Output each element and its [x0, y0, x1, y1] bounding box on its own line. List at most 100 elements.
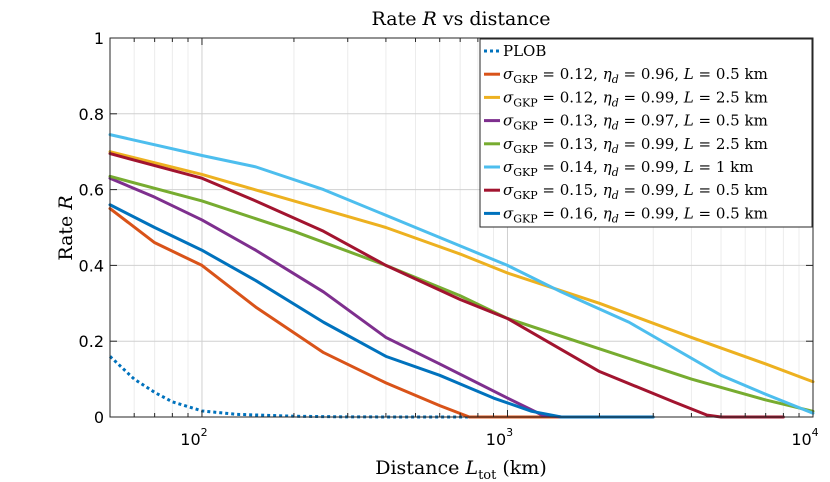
- series-line-5: [108, 133, 815, 415]
- legend-label-part: = 0.99,: [619, 181, 684, 199]
- legend-label-part: σ: [503, 135, 514, 153]
- xlabel-var: L: [464, 457, 478, 479]
- chart-title: Rate R vs distance: [372, 8, 551, 30]
- legend-label-part: = 0.99,: [619, 135, 684, 153]
- legend-label-part: L: [683, 88, 694, 106]
- legend-label-part: = 0.15,: [538, 181, 603, 199]
- legend-label-part: GKP: [513, 96, 538, 109]
- x-tick-labels: 102 103 104: [180, 426, 818, 449]
- legend-label-1: σGKP = 0.12, ηd = 0.96, L = 0.5 km: [503, 65, 768, 86]
- legend-label-part: η: [603, 65, 612, 83]
- legend-label-part: = 1 km: [694, 158, 754, 176]
- legend-label-part: η: [603, 88, 612, 106]
- x-tick-label: 102: [180, 426, 207, 449]
- x-axis-label: Distance Ltot (km): [375, 457, 547, 482]
- legend-label-part: σ: [503, 204, 514, 222]
- legend-label-part: L: [683, 135, 694, 153]
- legend-label-part: η: [603, 112, 612, 130]
- legend-label-part: d: [612, 120, 619, 133]
- y-tick-label: 0.2: [79, 332, 104, 351]
- x-tick-label: 103: [486, 426, 513, 449]
- y-tick-label: 0.8: [79, 105, 104, 124]
- legend-label-3: σGKP = 0.13, ηd = 0.97, L = 0.5 km: [503, 112, 768, 133]
- legend-label-part: GKP: [513, 120, 538, 133]
- series-line-6: [108, 152, 785, 419]
- legend-label-part: = 0.14,: [538, 158, 603, 176]
- legend-box: [479, 38, 813, 228]
- legend-label-part: d: [612, 189, 619, 202]
- legend-label-part: GKP: [513, 166, 538, 179]
- y-axis-label: Rate R: [55, 195, 77, 260]
- legend-label-part: d: [612, 73, 619, 86]
- legend-label-part: η: [603, 204, 612, 222]
- legend-label-part: = 0.13,: [538, 112, 603, 130]
- y-tick-label: 0.6: [79, 181, 104, 200]
- tick-marks: [110, 37, 814, 418]
- legend-label-part: = 0.96,: [619, 65, 684, 83]
- legend-label-2: σGKP = 0.12, ηd = 0.99, L = 2.5 km: [503, 88, 768, 109]
- legend-label-6: σGKP = 0.15, ηd = 0.99, L = 0.5 km: [503, 181, 768, 202]
- legend-label-part: = 0.12,: [538, 65, 603, 83]
- legend-label-0: PLOB: [503, 42, 546, 60]
- legend-label-part: σ: [503, 88, 514, 106]
- legend-label-part: = 0.13,: [538, 135, 603, 153]
- legend-label-part: d: [612, 143, 619, 156]
- ylabel-prefix: Rate: [55, 210, 77, 261]
- legend-label-part: L: [683, 112, 694, 130]
- legend-label-7: σGKP = 0.16, ηd = 0.99, L = 0.5 km: [503, 204, 768, 225]
- legend-label-part: η: [603, 135, 612, 153]
- legend-label-part: GKP: [513, 189, 538, 202]
- x-tick-exp: 4: [812, 426, 819, 439]
- x-tick-base: 10: [486, 430, 506, 449]
- legend-label-part: = 2.5 km: [694, 88, 768, 106]
- legend-label-part: d: [612, 166, 619, 179]
- legend-label-part: = 0.97,: [619, 112, 684, 130]
- series-line-0: [108, 355, 654, 419]
- legend-label-part: σ: [503, 158, 514, 176]
- series-layer: [108, 133, 815, 419]
- y-tick-label: 1: [94, 29, 104, 48]
- legend-label-part: = 0.5 km: [694, 112, 768, 130]
- x-tick-base: 10: [791, 430, 811, 449]
- legend-label-part: L: [683, 204, 694, 222]
- legend-label-part: σ: [503, 112, 514, 130]
- legend-label-part: GKP: [513, 73, 538, 86]
- legend-label-part: d: [612, 96, 619, 109]
- legend-label-part: = 0.5 km: [694, 65, 768, 83]
- legend-label-part: = 0.99,: [619, 204, 684, 222]
- series-line-4: [108, 174, 815, 413]
- legend-label-part: = 0.12,: [538, 88, 603, 106]
- legend-label-part: GKP: [513, 143, 538, 156]
- y-tick-label: 0.4: [79, 256, 104, 275]
- y-tick-label: 0: [94, 408, 104, 427]
- y-tick-labels: 0 0.2 0.4 0.6 0.8 1: [79, 29, 104, 427]
- legend-label-part: η: [603, 158, 612, 176]
- legend-label-part: σ: [503, 65, 514, 83]
- plot-area-frame: [109, 37, 814, 418]
- legend-label-part: = 2.5 km: [694, 135, 768, 153]
- legend-label-part: = 0.99,: [619, 88, 684, 106]
- legend-label-part: = 0.16,: [538, 204, 603, 222]
- legend-label-part: GKP: [513, 212, 538, 225]
- series-line-7: [108, 203, 655, 419]
- legend-label-part: σ: [503, 181, 514, 199]
- legend-label-part: d: [612, 212, 619, 225]
- title-prefix: Rate: [372, 8, 423, 30]
- x-tick-exp: 2: [201, 426, 208, 439]
- legend-label-4: σGKP = 0.13, ηd = 0.99, L = 2.5 km: [503, 135, 768, 156]
- x-tick-label: 104: [791, 426, 818, 449]
- series-line-1: [108, 207, 563, 419]
- xlabel-sub: tot: [478, 468, 497, 482]
- legend-label-part: L: [683, 158, 694, 176]
- legend-label-part: L: [683, 65, 694, 83]
- x-tick-exp: 3: [506, 426, 513, 439]
- legend-label-part: L: [683, 181, 694, 199]
- legend-label-part: η: [603, 181, 612, 199]
- legend-label-part: = 0.5 km: [694, 204, 768, 222]
- ylabel-var: R: [55, 195, 77, 210]
- legend-label-part: = 0.5 km: [694, 181, 768, 199]
- xlabel-suffix: (km): [496, 457, 546, 479]
- xlabel-prefix: Distance: [375, 457, 465, 479]
- x-tick-base: 10: [180, 430, 200, 449]
